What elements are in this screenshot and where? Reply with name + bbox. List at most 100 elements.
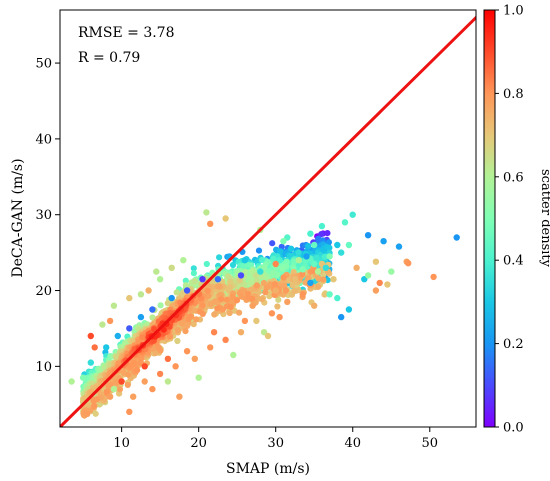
density-point	[244, 290, 252, 298]
scatter-point	[272, 287, 279, 294]
scatter-point	[133, 366, 141, 374]
y-tick-label: 30	[35, 208, 52, 223]
density-cloud	[80, 230, 333, 419]
x-tick-label: 40	[344, 436, 361, 451]
scatter-point	[130, 393, 137, 400]
density-point	[204, 287, 211, 294]
scatter-point	[164, 355, 172, 362]
scatter-point	[307, 230, 314, 237]
density-point	[325, 239, 332, 246]
density-point	[236, 277, 243, 284]
density-point	[274, 303, 281, 310]
scatter-point	[345, 306, 353, 313]
scatter-point	[87, 332, 95, 340]
y-axis: 10 20 30 40 50	[35, 57, 60, 375]
y-tick-label: 20	[35, 284, 52, 299]
density-point	[248, 295, 256, 302]
density-point	[249, 268, 256, 275]
density-point	[103, 388, 110, 395]
density-point	[173, 289, 180, 296]
density-point	[223, 296, 230, 303]
scatter-point	[241, 317, 249, 325]
scatter-point	[126, 294, 133, 302]
scatter-point	[380, 238, 387, 245]
density-point	[321, 253, 329, 260]
density-point	[216, 283, 223, 290]
density-point	[229, 261, 237, 269]
y-tick-label: 50	[35, 57, 52, 72]
density-point	[218, 296, 225, 303]
scatter-point	[372, 287, 380, 294]
density-point	[184, 322, 191, 329]
scatter-point	[253, 317, 260, 325]
density-point	[207, 301, 214, 308]
density-point	[125, 371, 132, 378]
rmse-annotation: RMSE = 3.78	[78, 25, 175, 41]
scatter-point	[207, 344, 214, 351]
scatter-point	[311, 241, 318, 249]
density-point	[216, 254, 223, 261]
scatter-point	[164, 378, 172, 385]
colorbar-ticks: 0.0 0.2 0.4 0.6 0.8 1.0	[495, 4, 524, 436]
density-point	[212, 298, 219, 305]
density-point	[105, 384, 113, 391]
scatter-point	[291, 276, 299, 283]
scatter-point	[79, 374, 87, 381]
scatter-point	[168, 294, 175, 302]
colorbar-tick-label: 0.2	[503, 337, 524, 352]
scatter-point	[272, 260, 279, 268]
density-point	[93, 396, 100, 403]
density-point	[182, 328, 189, 335]
density-point	[193, 316, 200, 323]
scatter-point	[137, 313, 145, 321]
scatter-points	[68, 209, 460, 415]
scatter-point	[68, 378, 75, 385]
density-point	[318, 231, 325, 238]
x-tick-label: 50	[422, 436, 439, 451]
scatter-point	[103, 344, 110, 351]
scatter-point	[314, 283, 322, 290]
density-point	[182, 277, 189, 284]
scatter-point	[237, 272, 245, 279]
scatter-point	[99, 321, 106, 328]
density-point	[205, 292, 212, 299]
density-point	[127, 363, 134, 370]
scatter-point	[311, 302, 318, 309]
scatter-point	[353, 264, 360, 271]
scatter-point	[91, 344, 98, 351]
density-point	[138, 354, 145, 362]
density-point	[281, 282, 288, 289]
x-tick-label: 20	[190, 436, 207, 451]
scatter-point	[87, 359, 95, 366]
density-point	[227, 303, 234, 311]
density-point	[252, 272, 260, 279]
density-point	[190, 321, 197, 328]
density-point	[174, 337, 181, 345]
scatter-point	[137, 291, 145, 298]
scatter-point	[264, 332, 272, 340]
scatter-point	[114, 332, 122, 340]
scatter-point	[430, 273, 437, 281]
density-point	[324, 230, 331, 237]
scatter-point	[384, 281, 391, 288]
density-point	[91, 402, 98, 409]
scatter-point	[207, 220, 214, 227]
scatter-point	[210, 329, 218, 336]
density-point	[139, 334, 146, 341]
colorbar-tick-label: 0.0	[503, 421, 524, 436]
density-point	[124, 381, 131, 388]
density-point	[229, 293, 236, 300]
density-point	[262, 289, 269, 296]
scatter-point	[141, 378, 148, 385]
density-point	[199, 302, 206, 309]
density-point	[242, 268, 249, 275]
density-point	[299, 271, 306, 278]
density-point	[275, 296, 282, 303]
scatter-point	[376, 279, 383, 287]
y-tick-label: 10	[35, 360, 52, 375]
scatter-point	[230, 351, 237, 359]
scatter-point	[303, 253, 310, 260]
plot-frame	[59, 9, 477, 428]
r-annotation: R = 0.79	[78, 50, 140, 66]
density-point	[211, 311, 218, 318]
